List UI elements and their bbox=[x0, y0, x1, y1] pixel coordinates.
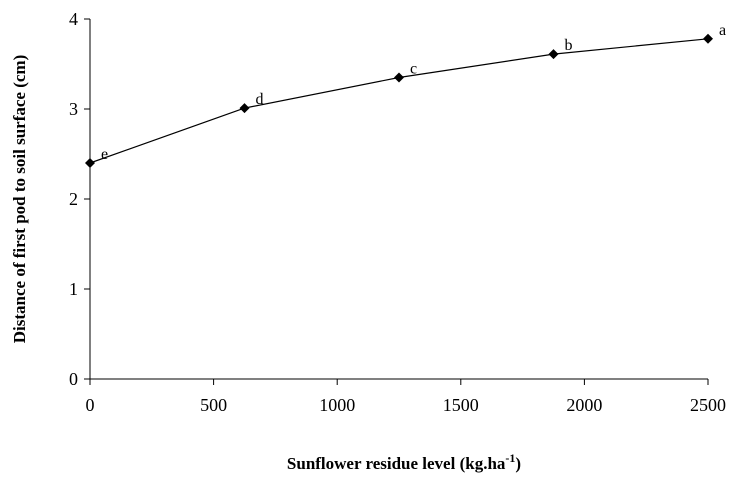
x-tick-label: 2000 bbox=[566, 395, 602, 415]
data-point-marker bbox=[394, 72, 404, 83]
x-axis-title: Sunflower residue level (kg.ha-1) bbox=[287, 451, 521, 473]
series-line bbox=[89, 38, 709, 164]
x-axis-ticks: 0 500 1000 1500 2000 2500 bbox=[86, 379, 726, 415]
x-tick-label: 1000 bbox=[319, 395, 355, 415]
x-tick-label: 0 bbox=[86, 395, 95, 415]
data-point-label: c bbox=[410, 61, 417, 78]
data-point-label: a bbox=[719, 22, 726, 39]
x-tick-label: 500 bbox=[200, 395, 227, 415]
x-axis-title-suffix: ) bbox=[515, 454, 521, 473]
data-point-label: d bbox=[256, 91, 264, 108]
data-point-label: e bbox=[101, 146, 108, 163]
data-point-marker bbox=[548, 49, 559, 60]
y-tick-label: 2 bbox=[69, 189, 78, 209]
data-point-marker bbox=[85, 158, 95, 168]
point-label-group: e d c b a bbox=[101, 22, 726, 163]
y-tick-label: 1 bbox=[69, 279, 78, 299]
x-tick-label: 1500 bbox=[443, 395, 479, 415]
series-group bbox=[89, 38, 709, 164]
x-axis-title-main: Sunflower residue level (kg.ha bbox=[287, 454, 506, 473]
x-tick-label: 2500 bbox=[690, 395, 726, 415]
y-axis-title: Distance of first pod to soil surface (c… bbox=[10, 55, 29, 343]
y-tick-label: 4 bbox=[69, 9, 78, 29]
y-tick-label: 0 bbox=[69, 369, 78, 389]
y-tick-label: 3 bbox=[69, 99, 78, 119]
data-point-marker bbox=[703, 33, 713, 44]
x-axis-title-superscript: -1 bbox=[505, 451, 515, 465]
data-point-label: b bbox=[565, 37, 573, 54]
marker-group bbox=[85, 33, 713, 168]
data-point-marker bbox=[239, 103, 250, 114]
y-axis-ticks: 0 1 2 3 4 bbox=[69, 9, 90, 389]
